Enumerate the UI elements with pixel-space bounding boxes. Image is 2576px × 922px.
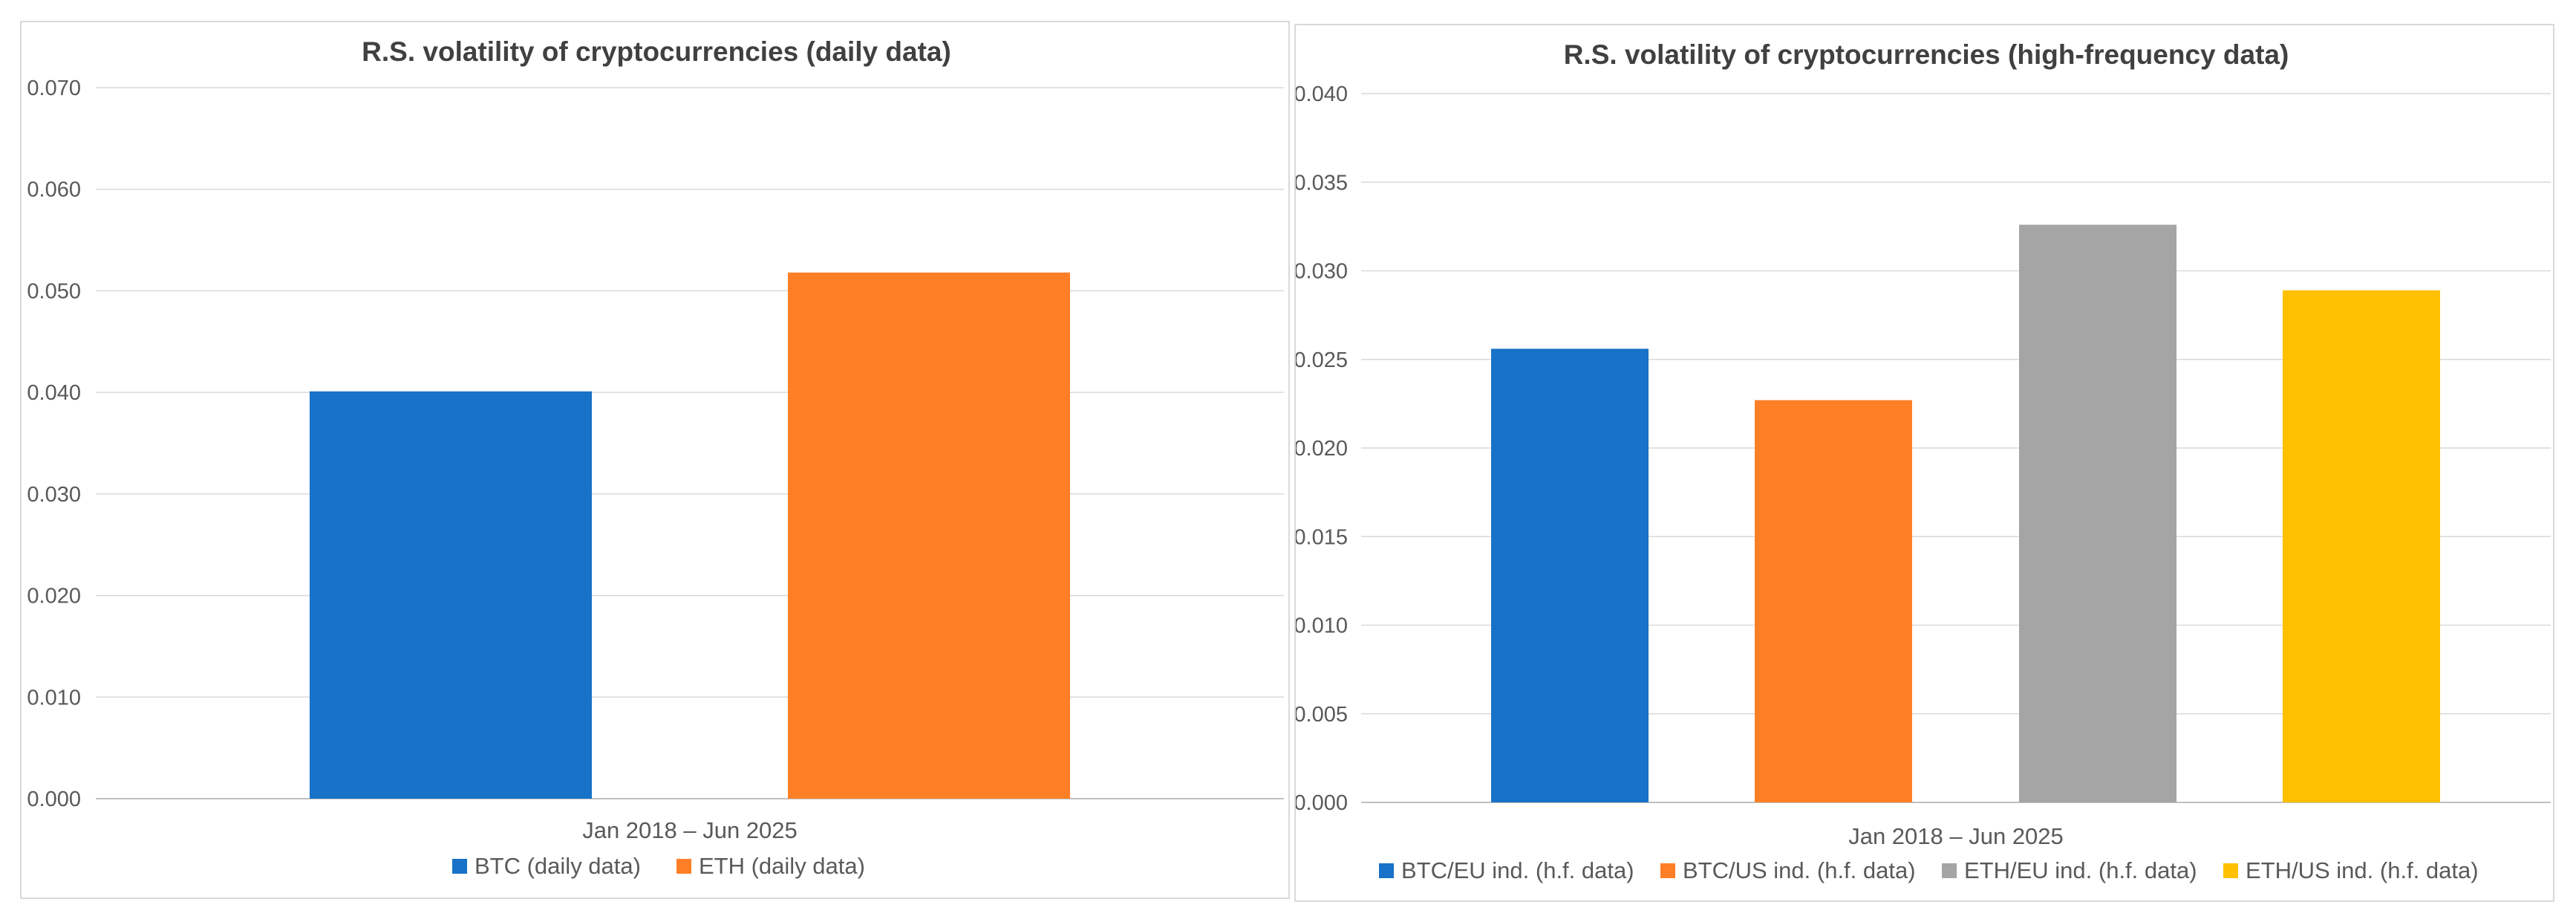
y-tick-label: 0.035 [1296,171,1348,195]
chart-panel-daily: R.S. volatility of cryptocurrencies (dai… [20,21,1290,899]
legend-swatch [1660,863,1675,878]
legend-swatch [2223,863,2238,878]
y-tick-label: 0.030 [1296,260,1348,284]
y-tick-label: 0.025 [1296,348,1348,372]
legend-swatch [452,859,467,874]
y-tick-label: 0.005 [1296,703,1348,727]
legend-label: BTC (daily data) [475,853,641,879]
chart-title: R.S. volatility of cryptocurrencies (dai… [362,36,951,67]
y-tick-label: 0.060 [27,178,81,202]
legend-label: BTC/EU ind. (h.f. data) [1401,857,1634,883]
bar-btc-us-ind-h-f-data [1755,400,1912,802]
legend-label: ETH/EU ind. (h.f. data) [1964,857,2197,883]
bar-eth-daily-data [788,272,1070,799]
y-tick-label: 0.040 [27,381,81,405]
x-category-label: Jan 2018 – Jun 2025 [582,817,798,843]
legend-swatch [676,859,691,874]
chart-panel-high-frequency: R.S. volatility of cryptocurrencies (hig… [1294,24,2554,902]
bar-eth-eu-ind-h-f-data [2019,224,2176,802]
chart-daily-svg: R.S. volatility of cryptocurrencies (dai… [27,36,1284,879]
y-tick-label: 0.020 [1296,437,1348,461]
x-category-label: Jan 2018 – Jun 2025 [1848,823,2064,849]
y-tick-label: 0.015 [1296,525,1348,549]
legend-swatch [1379,863,1394,878]
y-tick-label: 0.070 [27,77,81,100]
chart-high-frequency-svg: R.S. volatility of cryptocurrencies (hig… [1296,39,2551,883]
legend-swatch [1942,863,1957,878]
bar-eth-us-ind-h-f-data [2283,290,2440,802]
chart-title: R.S. volatility of cryptocurrencies (hig… [1564,39,2289,70]
y-tick-label: 0.040 [1296,82,1348,106]
legend-label: ETH/US ind. (h.f. data) [2246,857,2479,883]
legend-label: ETH (daily data) [699,853,865,879]
bar-btc-daily-data [310,391,592,799]
y-tick-label: 0.000 [1296,791,1348,815]
y-tick-label: 0.020 [27,585,81,608]
y-tick-label: 0.000 [27,788,81,811]
legend-label: BTC/US ind. (h.f. data) [1683,857,1916,883]
y-tick-label: 0.010 [27,686,81,710]
y-tick-label: 0.010 [1296,614,1348,638]
bar-btc-eu-ind-h-f-data [1491,348,1649,802]
y-tick-label: 0.050 [27,279,81,303]
y-tick-label: 0.030 [27,483,81,507]
